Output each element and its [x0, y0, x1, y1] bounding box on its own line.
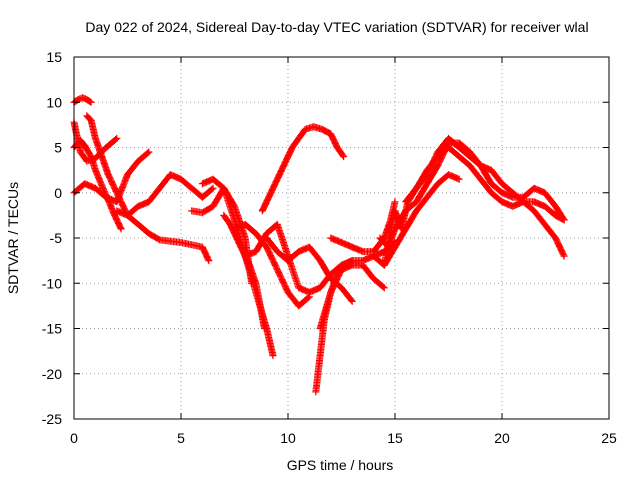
y-tick-label: -25 — [42, 411, 62, 427]
series-track-10 — [241, 220, 356, 296]
series-points — [258, 123, 348, 215]
y-tick-label: 10 — [46, 94, 62, 110]
series-points — [370, 171, 463, 269]
y-tick-label: -20 — [42, 366, 62, 382]
x-tick-label: 15 — [387, 430, 403, 446]
series-points — [316, 261, 388, 332]
axis-ticks: 0 5 10 15 20 25 -25 -20 -15 -10 -5 0 5 10 15 — [42, 49, 617, 446]
y-tick-label: -10 — [42, 275, 62, 291]
y-axis-label: SDTVAR / TECUs — [5, 182, 21, 294]
series-track-05 — [83, 112, 213, 265]
series-track-20 — [402, 144, 568, 224]
chart-title: Day 022 of 2024, Sidereal Day-to-day VTE… — [85, 19, 588, 35]
series-track-19 — [370, 171, 463, 269]
x-tick-label: 5 — [177, 430, 185, 446]
series-points — [83, 112, 213, 265]
series-track-13 — [258, 123, 348, 215]
x-axis-label: GPS time / hours — [287, 457, 394, 473]
y-tick-label: -15 — [42, 321, 62, 337]
x-tick-label: 25 — [601, 430, 617, 446]
y-tick-label: 15 — [46, 49, 62, 65]
grid-lines — [74, 57, 609, 419]
series-track-09 — [220, 211, 268, 332]
series-points — [241, 220, 356, 296]
x-tick-label: 10 — [280, 430, 296, 446]
y-tick-label: 0 — [54, 185, 62, 201]
y-tick-label: -5 — [50, 230, 63, 246]
series-track-12 — [231, 220, 313, 310]
x-tick-label: 20 — [494, 430, 510, 446]
series-points — [402, 144, 568, 224]
series-track-16 — [316, 261, 388, 332]
series-track-06 — [113, 171, 217, 219]
series-points — [220, 211, 268, 332]
y-tick-label: 5 — [54, 140, 62, 156]
data-points — [70, 94, 568, 396]
series-points — [113, 171, 217, 219]
x-tick-label: 0 — [70, 430, 78, 446]
series-points — [231, 220, 313, 310]
